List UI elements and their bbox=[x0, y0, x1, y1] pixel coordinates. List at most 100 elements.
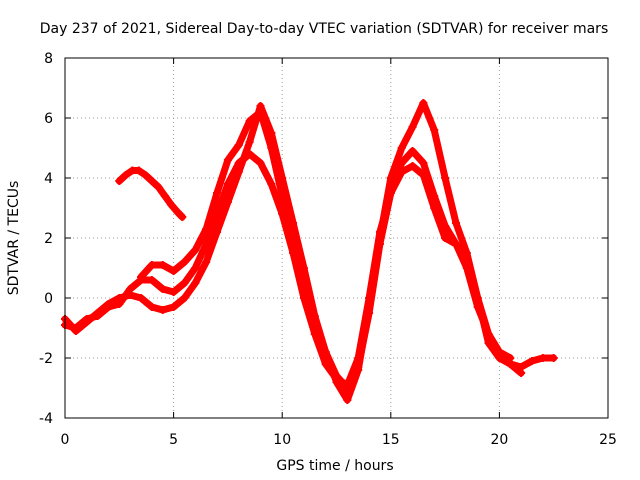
data-point bbox=[223, 180, 232, 188]
data-point bbox=[538, 354, 547, 362]
data-point bbox=[419, 171, 428, 179]
y-tick-label: 4 bbox=[44, 171, 53, 187]
data-point bbox=[332, 372, 341, 380]
grid bbox=[65, 58, 608, 418]
y-axis-label: SDTVAR / TECUs bbox=[6, 181, 22, 296]
data-point bbox=[191, 264, 200, 272]
data-point bbox=[408, 162, 417, 170]
data-point bbox=[134, 166, 143, 175]
x-axis-label: GPS time / hours bbox=[276, 458, 393, 474]
y-tick-label: 6 bbox=[44, 111, 53, 127]
data-point bbox=[397, 168, 406, 176]
data-point bbox=[93, 312, 102, 320]
data-point bbox=[178, 213, 187, 221]
data-point bbox=[147, 261, 156, 269]
data-point bbox=[430, 126, 439, 134]
data-point bbox=[549, 354, 558, 362]
data-point bbox=[158, 261, 167, 269]
data-point bbox=[147, 177, 156, 185]
data-point bbox=[167, 201, 176, 209]
data-point bbox=[506, 354, 515, 362]
data-point bbox=[451, 219, 460, 227]
data-point bbox=[245, 150, 254, 158]
data-point bbox=[256, 159, 265, 167]
data-point bbox=[213, 210, 222, 218]
data-point bbox=[495, 348, 504, 356]
data-point bbox=[299, 276, 308, 284]
data-point bbox=[169, 303, 178, 311]
data-point bbox=[321, 348, 330, 356]
data-point bbox=[267, 180, 276, 188]
ticks: 0 5 10 15 20 25 -4 -2 0 2 4 6 8 bbox=[39, 51, 617, 448]
data-point bbox=[126, 285, 135, 293]
series-track-1 bbox=[61, 99, 558, 404]
data-point bbox=[441, 234, 450, 242]
data-point bbox=[160, 192, 169, 200]
data-point bbox=[191, 246, 200, 254]
data-point bbox=[408, 147, 417, 155]
data-point bbox=[245, 117, 254, 125]
x-tick-label: 20 bbox=[490, 432, 508, 448]
data-point bbox=[527, 357, 536, 365]
data-point bbox=[169, 267, 178, 275]
data-point bbox=[462, 264, 471, 272]
series-track-2 bbox=[61, 147, 525, 389]
data-point bbox=[419, 159, 428, 167]
data-point bbox=[310, 315, 319, 323]
data-point bbox=[256, 108, 265, 116]
data-point bbox=[289, 234, 298, 242]
data-point bbox=[154, 183, 163, 191]
data-point bbox=[343, 396, 352, 404]
x-tick-label: 10 bbox=[273, 432, 291, 448]
data-point bbox=[180, 294, 189, 302]
data-point bbox=[473, 303, 482, 311]
data-point bbox=[213, 228, 222, 236]
data-point bbox=[158, 306, 167, 314]
data-point bbox=[245, 138, 254, 146]
data-point bbox=[234, 159, 243, 167]
data-point bbox=[71, 324, 80, 332]
data-point bbox=[397, 159, 406, 167]
y-tick-label: -2 bbox=[39, 351, 53, 367]
data-point bbox=[397, 144, 406, 152]
y-tick-label: -4 bbox=[39, 411, 53, 427]
data-point bbox=[180, 258, 189, 266]
data-point bbox=[365, 309, 374, 317]
data-point bbox=[234, 141, 243, 149]
data-point bbox=[158, 285, 167, 293]
data-point bbox=[137, 273, 146, 281]
data-point bbox=[173, 208, 182, 217]
chart-title: Day 237 of 2021, Sidereal Day-to-day VTE… bbox=[40, 21, 608, 37]
y-tick-label: 0 bbox=[44, 291, 53, 307]
data-point bbox=[137, 294, 146, 302]
data-point bbox=[213, 189, 222, 197]
data-point bbox=[147, 303, 156, 311]
y-tick-label: 2 bbox=[44, 231, 53, 247]
data-point bbox=[169, 288, 178, 296]
series-track-4 bbox=[115, 167, 186, 221]
data-point bbox=[386, 189, 395, 197]
x-tick-label: 15 bbox=[382, 432, 400, 448]
data-point bbox=[141, 171, 150, 179]
data-point bbox=[191, 279, 200, 287]
data-point bbox=[408, 123, 417, 131]
x-tick-label: 25 bbox=[599, 432, 617, 448]
data-point bbox=[517, 369, 526, 377]
data-point bbox=[104, 303, 113, 311]
x-tick-label: 5 bbox=[169, 432, 178, 448]
data-point bbox=[121, 171, 130, 179]
data-point bbox=[202, 225, 211, 233]
y-tick-label: 8 bbox=[44, 51, 53, 67]
data-point bbox=[115, 177, 124, 185]
data-point bbox=[354, 363, 363, 371]
data-point bbox=[441, 174, 450, 182]
data-point bbox=[430, 204, 439, 212]
data-point bbox=[375, 240, 384, 248]
data-point bbox=[115, 300, 124, 308]
data-point bbox=[82, 315, 91, 323]
data-point bbox=[147, 276, 156, 284]
data-point bbox=[223, 156, 232, 164]
data-point bbox=[484, 330, 493, 338]
data-point bbox=[202, 258, 211, 266]
